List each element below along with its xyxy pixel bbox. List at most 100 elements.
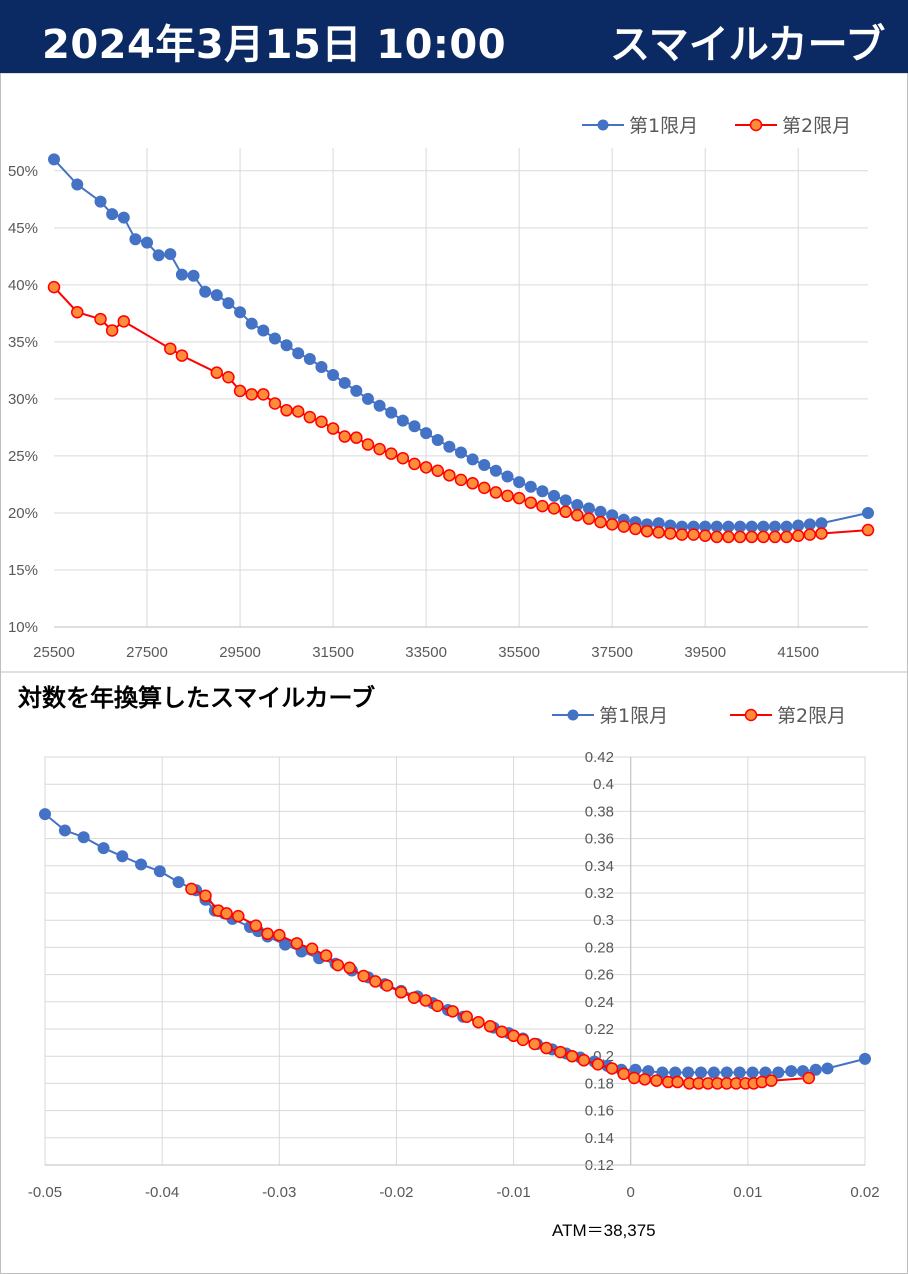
c1-point (175, 349, 189, 362)
c2-point (153, 865, 166, 878)
c1-point (129, 233, 142, 246)
c1-point (501, 489, 514, 503)
c1-point (187, 269, 200, 282)
c1-point (512, 491, 526, 505)
c2-point (77, 831, 90, 844)
c2-y-tick-label: 0.14 (585, 1130, 614, 1147)
c1-point (303, 410, 317, 424)
c2-point (638, 1073, 652, 1086)
c1-point (733, 530, 747, 544)
c1-point (94, 195, 107, 208)
smile-curve-chart: 25500 27500 29500 31500 33500 35500 37500 39500… (0, 73, 908, 673)
c1-legend-label: 第2限月 (782, 115, 851, 137)
c2-legend-label: 第1限月 (599, 705, 668, 727)
c2-point (495, 1025, 509, 1038)
c1-point (315, 415, 328, 428)
c1-point (408, 420, 421, 433)
c2-point (273, 928, 286, 942)
c1-x-tick-label: 25500 (33, 644, 75, 661)
c1-point (396, 451, 410, 465)
c1-point (594, 515, 607, 529)
c1-point (547, 502, 561, 515)
c1-point (71, 178, 84, 191)
c1-point (303, 352, 316, 365)
c1-point (431, 464, 444, 478)
c1-point (791, 529, 805, 543)
c1-y-tick-label: 25% (8, 448, 38, 465)
c2-y-tick-label: 0.36 (585, 831, 614, 848)
c1-point (501, 470, 514, 483)
c1-point (675, 528, 689, 541)
c1-point (141, 236, 154, 249)
c1-point (524, 480, 537, 493)
c1-y-tick-label: 35% (8, 334, 38, 351)
c1-y-tick-label: 10% (8, 619, 38, 636)
c1-point (315, 360, 328, 373)
c1-x-tick-label: 41500 (777, 644, 819, 661)
c1-point (385, 406, 398, 419)
c1-point (687, 528, 700, 541)
c2-y-tick-label: 0.22 (585, 1021, 614, 1038)
c1-point (48, 153, 60, 166)
c1-point (536, 499, 549, 513)
c2-x-tick-label: -0.02 (379, 1184, 413, 1201)
c1-point (489, 464, 502, 477)
c2-y-tick-label: 0.38 (585, 803, 614, 820)
c1-point (478, 481, 491, 495)
c2-point (431, 999, 444, 1013)
c1-point (466, 477, 479, 490)
c2-point (331, 958, 345, 972)
log-annualized-smile-chart: 対数を年換算したスマイルカーブ ATM＝38,375 -0.05 -0.04 -0.… (18, 684, 880, 1240)
c1-point (94, 312, 107, 326)
c1-point (152, 249, 165, 262)
c2-point (765, 1074, 778, 1087)
c1-point (396, 414, 409, 427)
c2-legend-marker (744, 708, 758, 722)
c2-series-line (44, 813, 866, 1074)
c2-point (172, 876, 185, 889)
c1-point (384, 447, 398, 460)
c1-point (664, 527, 677, 540)
c2-point (199, 889, 212, 902)
c1-point (245, 388, 258, 401)
c1-y-tick-label: 50% (8, 163, 38, 180)
c1-point (443, 440, 456, 453)
c1-point (268, 332, 281, 345)
c2-point (220, 907, 233, 920)
c1-point (327, 368, 340, 381)
c1-point (350, 431, 363, 444)
c1-point (803, 528, 817, 541)
c1-point (268, 397, 282, 410)
c1-point (489, 486, 503, 499)
c2-point (707, 1066, 720, 1079)
c1-x-tick-label: 39500 (684, 644, 726, 661)
c1-point (257, 324, 270, 337)
c1-point (338, 430, 351, 443)
c1-point (582, 512, 596, 525)
c1-point (47, 280, 61, 294)
c2-y-tick-label: 0.3 (593, 912, 614, 929)
c2-x-tick-label: -0.03 (262, 1184, 296, 1201)
c1-point (640, 524, 654, 538)
c1-point (466, 453, 479, 466)
c2-point (394, 986, 408, 999)
c2-x-tick-label: -0.04 (145, 1184, 179, 1201)
c1-point (280, 404, 293, 417)
c1-x-tick-label: 31500 (312, 644, 354, 661)
c1-y-tick-label: 20% (8, 505, 38, 522)
c1-point (106, 208, 119, 221)
c2-point (785, 1065, 798, 1078)
c1-point (455, 446, 467, 459)
c2-y-tick-label: 0.34 (585, 858, 614, 875)
c2-point (528, 1037, 541, 1051)
c1-point (431, 433, 444, 446)
c1-point (420, 427, 433, 440)
c1-point (861, 523, 875, 537)
c2-point (720, 1066, 733, 1079)
c1-point (373, 442, 386, 456)
c2-x-tick-label: 0.02 (850, 1184, 879, 1201)
c2-point (772, 1066, 785, 1079)
c2-point (591, 1058, 605, 1071)
c2-y-tick-label: 0.28 (585, 939, 614, 956)
